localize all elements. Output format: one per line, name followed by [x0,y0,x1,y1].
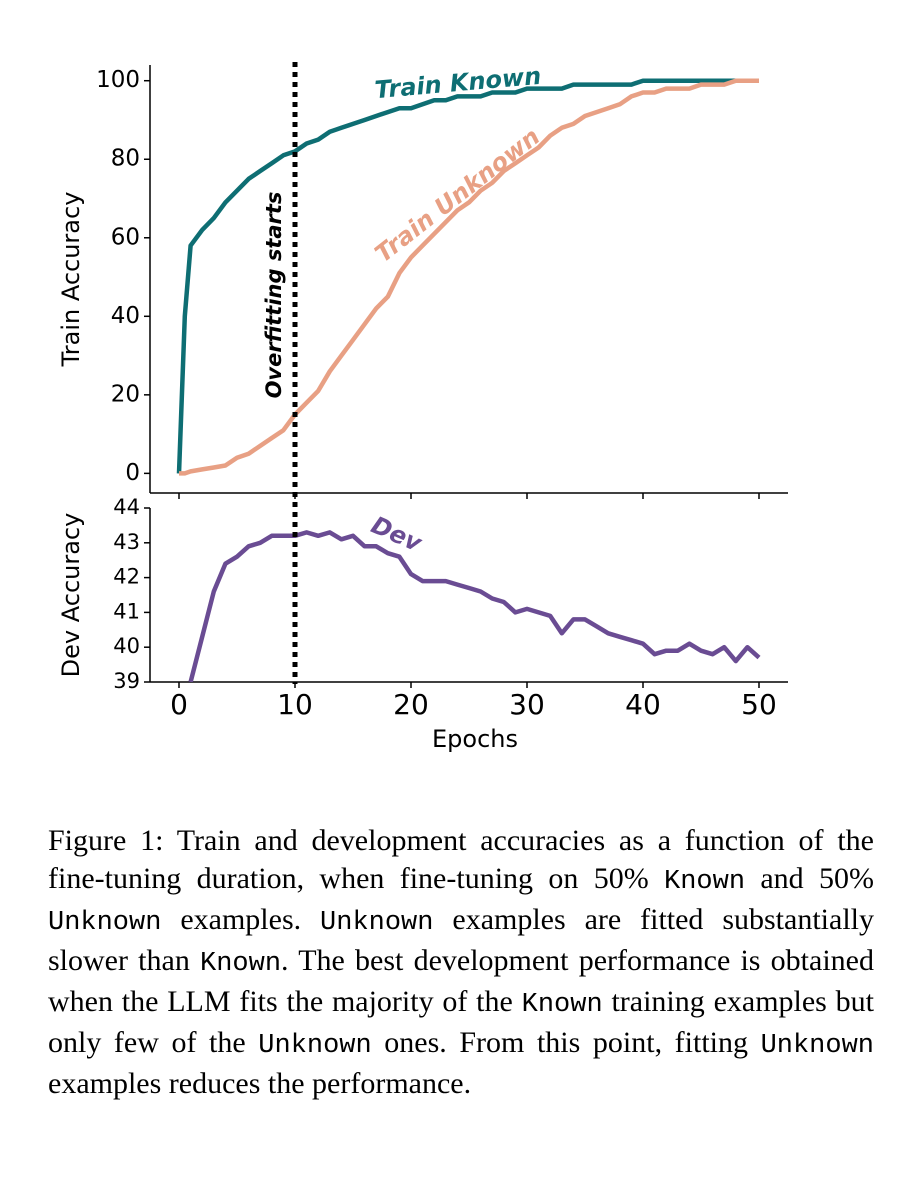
series-label: Dev [367,511,427,558]
y-tick-label: 40 [113,634,140,658]
series-line [179,78,759,476]
x-tick-label: 40 [625,688,661,721]
y-axis-label: Train Accuracy [57,192,85,368]
y-tick-label: 39 [113,669,140,693]
caption-code: Known [521,990,603,1020]
caption-code: Known [200,949,282,979]
caption-text: and 50% [745,862,874,895]
x-tick-label: 30 [509,688,545,721]
x-axis-label: Epochs [432,725,518,753]
caption-text: examples reduces the performance. [48,1067,472,1100]
caption-text: training examples but only few of the [48,985,874,1059]
y-axis-label: Dev Accuracy [57,513,85,678]
caption-text: Figure 1: Train and development accuraci… [48,824,874,895]
y-tick-label: 40 [111,303,140,329]
series-label: Train Unknown [370,122,545,268]
y-tick-label: 0 [125,460,140,486]
y-tick-label: 80 [111,146,140,172]
y-tick-label: 42 [113,565,140,589]
caption-text: . The best development performance is ob… [48,944,874,1018]
x-tick-label: 10 [277,688,313,721]
caption-code: Unknown [48,908,162,938]
caption-text: ones. From this point, fitting [371,1026,761,1059]
x-tick-label: 50 [741,688,777,721]
y-tick-label: 43 [113,530,140,554]
caption-text: examples are fitted substantially slower… [48,903,874,977]
y-tick-label: 100 [96,67,140,93]
y-tick-label: 44 [113,495,140,519]
caption: Figure 1: Train and development accuraci… [48,822,874,1103]
y-tick-label: 41 [113,599,140,623]
caption-text: examples. [161,903,321,936]
series-line [176,78,759,474]
y-tick-label: 60 [111,224,140,250]
y-tick-label: 20 [111,381,140,407]
x-tick-label: 0 [170,688,188,721]
caption-code: Known [664,867,746,897]
series-line [188,530,761,682]
caption-code: Unknown [258,1031,372,1061]
caption-code: Unknown [760,1031,874,1061]
annotation: Overfitting starts [262,192,286,399]
x-tick-label: 20 [393,688,429,721]
caption-code: Unknown [320,908,434,938]
